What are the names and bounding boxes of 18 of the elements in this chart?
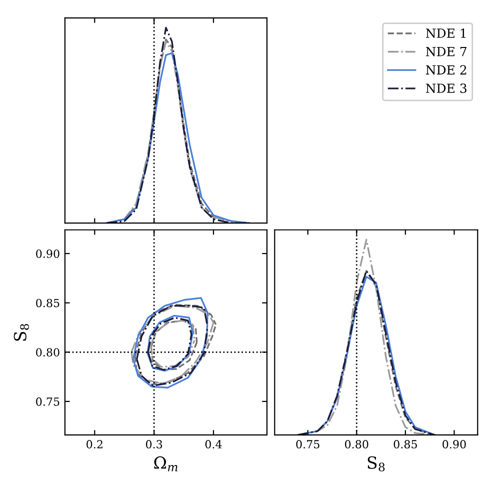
x-tick-label: 0.2 xyxy=(86,440,102,448)
y-axis-title: S$_{8}$ xyxy=(14,324,29,341)
y-tick-label: 0.85 xyxy=(36,298,60,308)
x-tick-label: 0.80 xyxy=(344,440,368,448)
legend-label: NDE 1 xyxy=(426,28,466,38)
x-tick-label: 0.4 xyxy=(205,440,222,448)
x-axis-title: Ω$_{m}$ xyxy=(154,456,178,472)
y-tick-label: 0.75 xyxy=(36,397,60,406)
x-tick-label: 0.90 xyxy=(442,440,466,448)
y-tick-label: 0.90 xyxy=(36,250,60,258)
x-tick-label: 0.85 xyxy=(394,440,417,448)
y-tick-label: 0.80 xyxy=(36,348,60,357)
legend-label: NDE 7 xyxy=(426,46,466,56)
x-axis-title: S$_{8}$ xyxy=(368,456,385,472)
x-tick-label: 0.3 xyxy=(146,440,162,448)
x-tick-label: 0.75 xyxy=(296,440,320,448)
legend-label: NDE 2 xyxy=(426,65,466,75)
legend-label: NDE 3 xyxy=(426,84,466,93)
